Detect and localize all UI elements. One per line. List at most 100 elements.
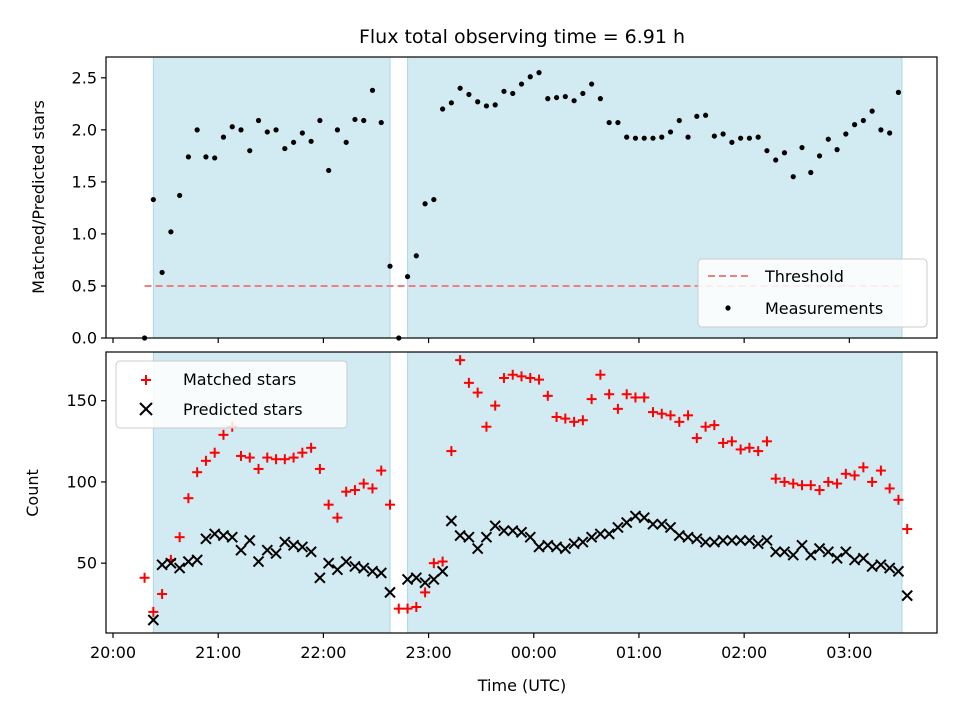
measurement-point: [404, 273, 411, 280]
matched-stars-point: [656, 408, 667, 419]
axes-frame: [105, 56, 938, 339]
matched-stars-point: [779, 476, 790, 487]
y-tick-label: 0.5: [72, 276, 97, 295]
x-tick-label: 01:00: [616, 643, 662, 662]
measurement-point: [501, 88, 507, 94]
measurement-point: [738, 135, 744, 141]
matched-stars-point: [630, 392, 641, 403]
measurement-point: [159, 269, 165, 276]
predicted-stars-point: [226, 531, 238, 543]
x-tick-label: 22:00: [300, 643, 346, 662]
predicted-stars-point: [419, 576, 431, 589]
measurement-point: [659, 134, 665, 140]
measurement-point: [212, 155, 218, 161]
predicted-stars-point: [726, 534, 738, 547]
predicted-stars-point: [901, 589, 913, 602]
measurement-point: [553, 94, 560, 101]
measurement-point: [615, 119, 621, 126]
predicted-stars-point: [191, 554, 203, 566]
matched-stars-point: [867, 476, 878, 487]
matched-stars-point: [788, 478, 799, 489]
y-tick-label: 50: [77, 554, 97, 573]
measurement-point: [746, 135, 753, 141]
predicted-stars-point: [805, 549, 817, 561]
measurement-point: [255, 117, 262, 124]
matched-stars-point: [586, 394, 597, 405]
matched-stars-point: [218, 429, 229, 440]
measurement-point: [825, 136, 831, 142]
predicted-stars-point: [629, 510, 642, 522]
top-panel: 0.0 0.5 1.0 1.5 2.0 2.5 Threshold Measurements: [72, 56, 938, 348]
matched-stars-point: [604, 389, 615, 400]
measurement-point: [492, 102, 498, 108]
matched-stars-point: [235, 450, 246, 461]
measurement-point: [895, 89, 902, 95]
x-tick-label: 03:00: [826, 643, 872, 662]
measurement-point: [282, 145, 288, 152]
measurement-point: [667, 129, 674, 135]
matched-stars-point: [358, 478, 369, 489]
predicted-stars-point: [445, 515, 458, 527]
matched-stars-point: [718, 437, 729, 448]
matched-stars-point: [840, 468, 851, 479]
predicted-stars-point: [770, 546, 782, 558]
matched-stars-point: [428, 558, 439, 569]
matched-stars-point: [437, 556, 448, 567]
measurement-point: [466, 91, 472, 98]
measurement-point: [413, 253, 419, 259]
predicted-stars-point: [524, 531, 536, 543]
predicted-stars-point: [401, 573, 414, 586]
measurement-point: [483, 103, 490, 109]
measurement-point: [781, 150, 788, 156]
matched-stars-point: [823, 476, 834, 487]
predicted-stars-point: [673, 529, 685, 542]
matched-stars-point: [332, 512, 343, 523]
predicted-stars-point: [883, 562, 896, 574]
measurement-point: [361, 117, 367, 124]
predicted-stars-point: [279, 536, 291, 548]
predicted-stars-point: [270, 547, 282, 560]
measurement-point: [475, 99, 481, 105]
predicted-stars-point: [559, 542, 572, 555]
matched-stars-point: [893, 494, 904, 505]
matched-stars-point: [858, 462, 869, 473]
measurement-point: [869, 108, 875, 114]
bottom-panel: 50 100 150 20:00 21:00 22:00 23:00 00:00 01:00 02…: [66, 351, 938, 662]
measurement-point: [860, 117, 866, 124]
predicted-stars-point: [717, 534, 729, 547]
measurement-point: [878, 127, 884, 133]
predicted-stars-point: [787, 549, 799, 561]
predicted-stars-point: [428, 573, 440, 586]
predicted-stars-point: [287, 539, 300, 551]
chart-title: Flux total observing time = 6.91 h: [359, 26, 685, 48]
measurement-point: [247, 148, 253, 154]
matched-stars-point: [700, 421, 711, 432]
x-tick-label: 20:00: [90, 643, 136, 662]
matched-stars-point: [209, 447, 220, 458]
matched-stars-point: [797, 480, 808, 491]
measurement-point: [702, 112, 709, 118]
y-tick-label: 2.5: [72, 68, 97, 87]
measurement-point: [238, 127, 244, 133]
top-y-axis-label: Matched/Predicted stars: [29, 100, 48, 294]
predicted-stars-point: [585, 531, 598, 543]
matched-stars-point: [148, 606, 159, 617]
measurement-point: [685, 134, 691, 140]
predicted-stars-point: [252, 555, 265, 568]
predicted-stars-point: [603, 528, 615, 540]
measurement-point: [334, 127, 341, 133]
matched-stars-point: [174, 532, 185, 543]
predicted-stars-point: [892, 565, 905, 577]
legend-measurements-swatch: [725, 305, 731, 311]
matched-stars-point: [490, 400, 501, 411]
measurement-point: [448, 100, 454, 106]
measurement-point: [527, 74, 533, 80]
predicted-stars-point: [454, 529, 466, 542]
matched-stars-point: [665, 410, 676, 421]
measurement-point: [194, 127, 200, 133]
measurement-point: [755, 134, 761, 140]
predicted-stars-point: [340, 555, 352, 568]
measurement-point: [843, 131, 849, 137]
matched-stars-point: [288, 452, 299, 463]
